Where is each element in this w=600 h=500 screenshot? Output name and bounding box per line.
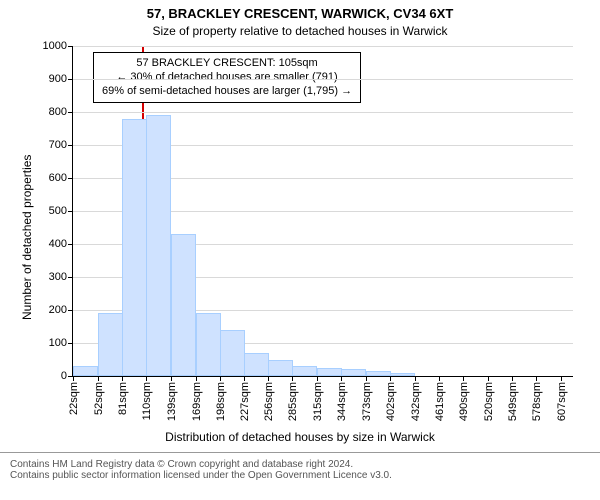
x-tick-label: 373sqm <box>359 382 373 421</box>
y-tick-label: 400 <box>49 238 73 250</box>
annotation-box: 57 BRACKLEY CRESCENT: 105sqm ← 30% of de… <box>93 52 361 103</box>
x-tick-label: 52sqm <box>91 382 105 415</box>
x-tick-label: 607sqm <box>554 382 568 421</box>
x-tick-label: 227sqm <box>237 382 251 421</box>
histogram-bar <box>317 368 342 376</box>
x-tick-label: 461sqm <box>432 382 446 421</box>
annotation-line2: ← 30% of detached houses are smaller (79… <box>102 71 352 85</box>
histogram-bar <box>268 360 293 377</box>
histogram-bar <box>292 366 317 376</box>
histogram-bar <box>146 115 171 376</box>
histogram-bar <box>196 313 221 376</box>
x-tick-label: 315sqm <box>310 382 324 421</box>
x-tick-label: 285sqm <box>285 382 299 421</box>
y-tick-label: 500 <box>49 205 73 217</box>
histogram-bar <box>244 353 269 376</box>
credit-line1: Contains HM Land Registry data © Crown c… <box>10 459 590 470</box>
x-tick-label: 549sqm <box>505 382 519 421</box>
y-axis-label: Number of detached properties <box>20 155 34 320</box>
histogram-bar <box>390 373 415 376</box>
x-tick-label: 256sqm <box>261 382 275 421</box>
x-tick-label: 578sqm <box>529 382 543 421</box>
histogram-bar <box>366 371 391 376</box>
histogram-bar <box>98 313 123 376</box>
x-tick-label: 110sqm <box>139 382 153 420</box>
chart-container: 57, BRACKLEY CRESCENT, WARWICK, CV34 6XT… <box>0 0 600 500</box>
histogram-bar <box>341 369 366 376</box>
y-tick-label: 700 <box>49 139 73 151</box>
y-tick-label: 800 <box>49 106 73 118</box>
x-tick-label: 81sqm <box>115 382 129 415</box>
histogram-bar <box>220 330 245 376</box>
histogram-bar <box>122 119 147 376</box>
histogram-bar <box>73 366 98 376</box>
y-tick-label: 0 <box>61 370 73 382</box>
y-tick-label: 300 <box>49 271 73 283</box>
y-tick-label: 900 <box>49 73 73 85</box>
x-tick-label: 490sqm <box>456 382 470 421</box>
x-tick-label: 432sqm <box>408 382 422 421</box>
x-tick-label: 520sqm <box>481 382 495 421</box>
x-tick-label: 198sqm <box>213 382 227 421</box>
x-tick-label: 402sqm <box>383 382 397 421</box>
x-tick-label: 344sqm <box>334 382 348 421</box>
credit-line2: Contains public sector information licen… <box>10 470 590 481</box>
x-tick-label: 22sqm <box>66 382 80 415</box>
histogram-bar <box>171 234 196 376</box>
y-tick-label: 200 <box>49 304 73 316</box>
y-tick-label: 1000 <box>43 40 73 52</box>
annotation-line1: 57 BRACKLEY CRESCENT: 105sqm <box>102 57 352 71</box>
y-tick-label: 100 <box>49 337 73 349</box>
x-tick-label: 139sqm <box>164 382 178 421</box>
y-tick-label: 600 <box>49 172 73 184</box>
chart-title-line1: 57, BRACKLEY CRESCENT, WARWICK, CV34 6XT <box>0 6 600 21</box>
x-axis-label: Distribution of detached houses by size … <box>0 430 600 444</box>
credit-text: Contains HM Land Registry data © Crown c… <box>0 452 600 481</box>
annotation-line3: 69% of semi-detached houses are larger (… <box>102 85 352 99</box>
x-tick-label: 169sqm <box>189 382 203 421</box>
plot-area: 57 BRACKLEY CRESCENT: 105sqm ← 30% of de… <box>72 46 573 377</box>
chart-title-line2: Size of property relative to detached ho… <box>0 24 600 38</box>
